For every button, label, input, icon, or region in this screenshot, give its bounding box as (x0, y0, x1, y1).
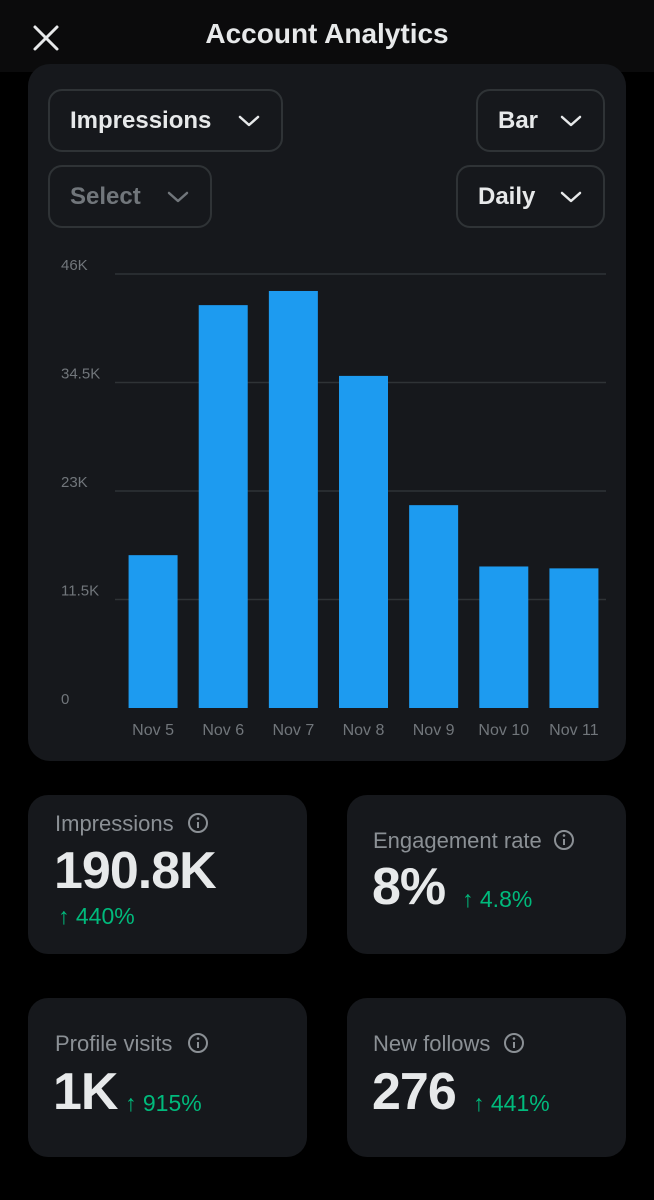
y-tick-label: 11.5K (61, 583, 99, 600)
x-tick-label: Nov 7 (272, 722, 314, 739)
bar-nov-10[interactable] (479, 566, 529, 708)
x-tick-label: Nov 10 (478, 722, 529, 739)
bar-nov-7[interactable] (268, 290, 318, 708)
info-icon[interactable] (187, 1032, 209, 1054)
chart-card: Impressions Bar Select Daily 0 11.5K 23K 34… (28, 64, 626, 761)
bar-nov-9[interactable] (409, 505, 459, 708)
bar-nov-6[interactable] (198, 305, 248, 708)
stat-card-new-follows: New follows 276 ↑ 441% (347, 998, 626, 1157)
chevron-down-icon (560, 191, 582, 202)
interval-dropdown[interactable]: Daily (456, 165, 605, 228)
stat-change: ↑ 915% (125, 1090, 202, 1116)
bar-nov-5[interactable] (128, 555, 178, 708)
y-tick-label: 46K (61, 257, 88, 274)
header-bar: Account Analytics (0, 0, 654, 72)
close-button[interactable] (26, 20, 66, 56)
stat-label: New follows (373, 1031, 491, 1056)
stat-change: ↑ 441% (473, 1090, 550, 1116)
bar-nov-11[interactable] (549, 568, 599, 708)
stat-label: Profile visits (55, 1031, 173, 1056)
metric-dropdown-label: Impressions (70, 106, 212, 134)
info-icon[interactable] (503, 1032, 525, 1054)
stat-value: 1K (53, 1063, 118, 1121)
chart-type-dropdown-label: Bar (498, 106, 539, 134)
compare-select-label: Select (70, 182, 141, 210)
compare-select-dropdown[interactable]: Select (48, 165, 212, 228)
bar-nov-8[interactable] (339, 375, 388, 708)
y-tick-label: 34.5K (61, 366, 100, 383)
stat-label: Impressions (55, 811, 174, 836)
impressions-bar-chart: 0 11.5K 23K 34.5K 46K Nov 5 Nov 6 Nov 7 Nov 8 Nov… (61, 257, 606, 739)
stat-value: 190.8K (54, 842, 217, 900)
x-tick-label: Nov 5 (132, 722, 174, 739)
stat-change: ↑ 4.8% (462, 886, 533, 912)
x-tick-label: Nov 9 (413, 722, 455, 739)
chevron-down-icon (238, 115, 260, 126)
stat-value: 276 (372, 1063, 457, 1121)
interval-dropdown-label: Daily (478, 182, 536, 210)
y-tick-label: 0 (61, 691, 69, 708)
stat-label: Engagement rate (373, 828, 542, 853)
page-title: Account Analytics (205, 18, 449, 49)
chevron-down-icon (560, 115, 582, 126)
chart-type-dropdown[interactable]: Bar (476, 89, 605, 152)
chevron-down-icon (167, 191, 189, 202)
stat-change: ↑ 440% (58, 903, 135, 929)
stat-card-impressions: Impressions 190.8K ↑ 440% (28, 795, 307, 954)
info-icon[interactable] (553, 829, 575, 851)
close-icon (33, 25, 59, 51)
info-icon[interactable] (187, 812, 209, 834)
x-tick-label: Nov 8 (343, 722, 385, 739)
y-tick-label: 23K (61, 474, 88, 491)
stat-card-engagement-rate: Engagement rate 8% ↑ 4.8% (347, 795, 626, 954)
stat-card-profile-visits: Profile visits 1K ↑ 915% (28, 998, 307, 1157)
stat-value: 8% (372, 858, 446, 916)
metric-dropdown[interactable]: Impressions (48, 89, 283, 152)
x-tick-label: Nov 11 (549, 722, 599, 739)
x-tick-label: Nov 6 (202, 722, 244, 739)
